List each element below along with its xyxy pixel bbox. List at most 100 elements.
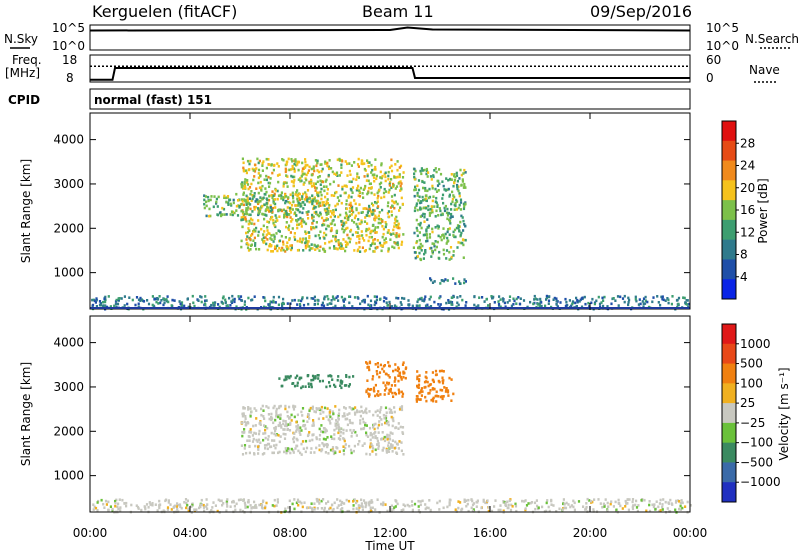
data-cell — [626, 502, 629, 505]
data-cell — [311, 374, 315, 378]
data-cell — [501, 297, 504, 300]
data-cell — [329, 409, 332, 412]
data-cell — [320, 303, 323, 307]
data-cell — [279, 424, 282, 427]
data-cell — [452, 392, 455, 396]
data-cell — [312, 167, 315, 170]
data-cell — [426, 380, 429, 384]
data-cell — [324, 428, 327, 431]
data-cell — [348, 295, 351, 298]
data-cell — [245, 421, 248, 425]
data-cell — [225, 213, 228, 216]
data-cell — [667, 301, 670, 305]
data-cell — [379, 244, 382, 247]
data-cell — [320, 405, 323, 409]
data-cell — [318, 433, 322, 437]
data-cell — [344, 249, 347, 253]
data-cell — [425, 229, 428, 232]
data-cell — [333, 298, 336, 301]
data-cell — [378, 416, 382, 419]
data-cell — [317, 194, 320, 197]
data-cell — [423, 299, 426, 303]
data-cell — [502, 509, 505, 513]
data-cell — [160, 299, 163, 302]
data-cell — [372, 229, 375, 233]
nsky-label: N.Sky — [4, 32, 38, 46]
data-cell — [379, 363, 382, 367]
data-cell — [424, 385, 427, 389]
data-cell — [214, 301, 217, 304]
data-cell — [379, 297, 382, 301]
data-cell — [107, 508, 110, 512]
data-cell — [464, 201, 467, 204]
data-cell — [235, 502, 238, 506]
data-cell — [290, 220, 293, 223]
data-cell — [341, 227, 344, 231]
data-cell — [262, 438, 265, 442]
data-cell — [437, 227, 440, 230]
data-cell — [304, 237, 307, 240]
data-cell — [674, 508, 677, 512]
data-cell — [447, 178, 450, 182]
data-cell — [351, 191, 354, 194]
data-cell — [439, 388, 442, 392]
data-cell — [453, 228, 457, 232]
data-cell — [293, 432, 296, 435]
data-cell — [380, 176, 383, 180]
data-cell — [282, 422, 285, 426]
data-cell — [458, 194, 461, 198]
data-cell — [300, 453, 303, 456]
data-cell — [519, 297, 522, 300]
data-cell — [349, 428, 352, 432]
data-cell — [462, 207, 466, 211]
data-cell — [441, 379, 444, 383]
data-cell — [321, 448, 324, 451]
data-cell — [436, 203, 439, 207]
data-cell — [393, 193, 396, 197]
data-cell — [382, 501, 385, 504]
data-cell — [348, 180, 351, 183]
data-cell — [277, 434, 280, 437]
data-cell — [284, 407, 287, 411]
data-cell — [338, 429, 341, 432]
data-cell — [390, 164, 393, 168]
y-tick-label: 1000 — [53, 469, 84, 483]
data-cell — [434, 248, 437, 252]
data-cell — [232, 298, 235, 302]
data-cell — [648, 509, 652, 513]
data-cell — [245, 231, 248, 235]
data-cell — [91, 298, 94, 302]
data-cell — [272, 299, 275, 303]
data-cell — [298, 240, 302, 243]
data-cell — [114, 300, 118, 303]
data-cell — [415, 204, 418, 207]
data-cell — [428, 247, 432, 250]
data-cell — [439, 172, 443, 176]
data-cell — [372, 413, 375, 417]
data-cell — [293, 436, 296, 439]
data-cell — [373, 423, 376, 426]
data-cell — [308, 236, 311, 240]
data-cell — [361, 444, 364, 447]
data-cell — [662, 498, 665, 501]
data-cell — [421, 499, 424, 503]
data-cell — [293, 235, 296, 239]
data-cell — [318, 444, 321, 447]
data-cell — [241, 218, 244, 221]
data-cell — [305, 446, 309, 450]
data-cell — [401, 202, 404, 206]
data-cell — [431, 208, 434, 212]
data-cell — [280, 249, 283, 252]
data-cell — [431, 281, 435, 284]
data-cell — [327, 206, 330, 210]
data-cell — [265, 443, 268, 447]
nsearch-label: N.Search — [745, 32, 799, 46]
data-cell — [413, 167, 416, 171]
data-cell — [315, 221, 318, 224]
data-cell — [637, 303, 640, 306]
data-cell — [395, 224, 398, 227]
data-cell — [342, 452, 346, 456]
data-cell — [226, 498, 229, 501]
data-cell — [323, 295, 326, 299]
